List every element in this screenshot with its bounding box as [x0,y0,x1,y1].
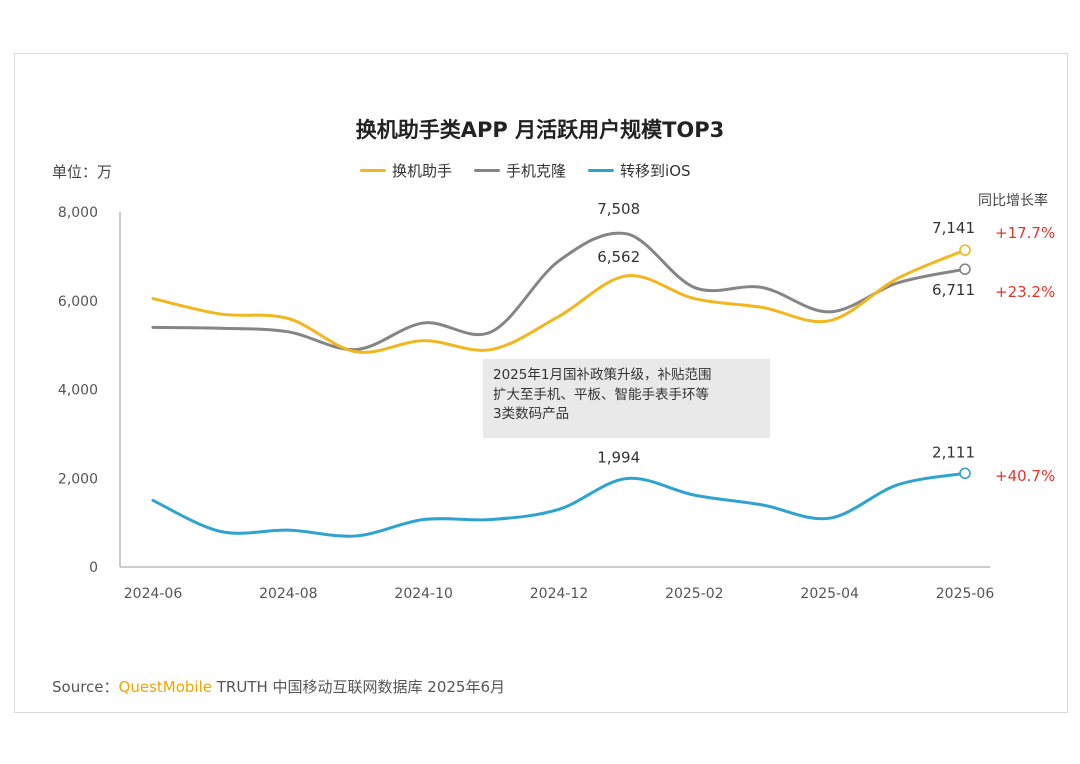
unit-label: 单位：万 [52,163,113,181]
source-line: Source：QuestMobile TRUTH 中国移动互联网数据库 2025… [52,676,505,697]
legend-swatch-series-0 [360,169,386,172]
series-line-0 [151,248,967,354]
y-tick-label: 2,000 [58,471,98,487]
legend-item-series-0: 换机助手 [360,160,452,181]
end-label-series-0: 7,141 [932,219,975,237]
yoy-series-1: +23.2% [995,283,1056,301]
policy-note: 2025年1月国补政策升级，补贴范围 扩大至手机、平板、智能手表手环等 3类数码… [483,359,770,438]
legend-label-series-0: 换机助手 [392,162,453,180]
legend-label-series-2: 转移到iOS [620,162,691,180]
x-tick-label: 2024-12 [530,586,589,602]
policy-note-line-1: 2025年1月国补政策升级，补贴范围 [493,367,712,383]
source-rest: TRUTH 中国移动互联网数据库 2025年6月 [211,678,506,696]
end-marker-series-2 [959,467,971,480]
peak-label-series-0: 6,562 [597,248,640,266]
legend-item-series-1: 手机克隆 [474,160,566,181]
source-prefix: Source： [52,678,119,696]
policy-note-line-2: 扩大至手机、平板、智能手表手环等 [493,386,709,403]
series-line-2 [151,471,967,538]
peak-label-series-2: 1,994 [597,449,640,467]
chart-title: 换机助手类APP 月活跃用户规模TOP3 [355,118,725,142]
x-tick-label: 2025-02 [665,586,724,602]
legend-swatch-series-1 [474,169,501,172]
yoy-series-2: +40.7% [995,467,1056,485]
legend-swatch-series-2 [588,169,615,172]
legend-label-series-1: 手机克隆 [506,162,567,180]
y-tick-label: 8,000 [58,205,98,221]
x-tick-label: 2024-10 [394,586,453,602]
y-tick-label: 4,000 [58,383,98,399]
y-tick-label: 0 [89,560,98,576]
end-marker-series-1 [959,263,971,275]
x-tick-label: 2024-08 [259,586,318,602]
legend: 换机助手 手机克隆 转移到iOS [360,160,691,181]
peak-label-series-1: 7,508 [597,200,640,218]
end-label-series-1: 6,711 [932,281,975,299]
policy-note-line-3: 3类数码产品 [493,406,570,422]
end-label-series-2: 2,111 [932,443,975,461]
x-tick-label: 2025-04 [800,586,859,602]
source-brand: QuestMobile [118,678,212,696]
yoy-header: 同比增长率 [978,193,1048,209]
x-tick-label: 2024-06 [124,586,183,602]
end-marker-series-0 [959,244,971,256]
y-tick-label: 6,000 [58,294,98,310]
series-line-1 [151,231,967,352]
legend-item-series-2: 转移到iOS [588,160,691,181]
yoy-series-0: +17.7% [995,224,1056,242]
x-tick-label: 2025-06 [936,586,995,602]
